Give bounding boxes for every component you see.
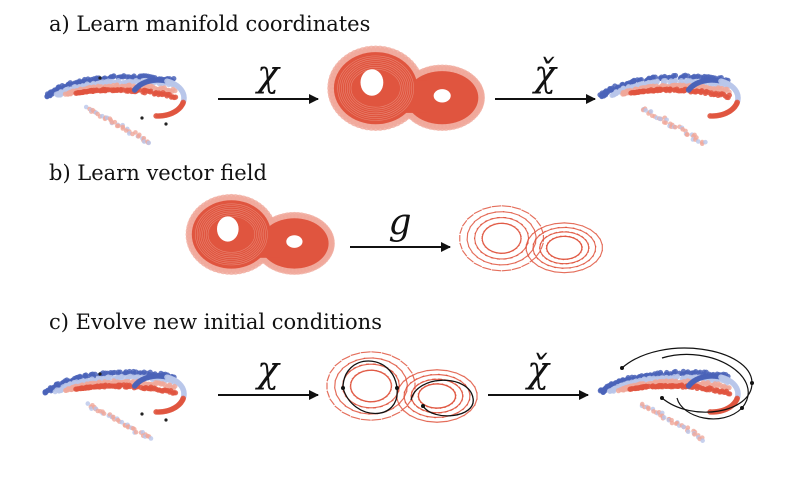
panel-c-title: c) Evolve new initial conditions bbox=[49, 310, 382, 334]
panel-c-decoder-symbol: χ̌ bbox=[524, 350, 551, 391]
panel-a-manifold-left bbox=[44, 73, 187, 146]
panel-b-latent-attractor bbox=[185, 193, 335, 275]
panel-b-title: b) Learn vector field bbox=[49, 161, 267, 185]
panel-b-vector-field bbox=[459, 205, 603, 274]
panel-c-manifold-left bbox=[42, 368, 187, 441]
panel-c-vector-field-with-trajectories bbox=[326, 351, 478, 423]
panel-a-latent-attractor bbox=[327, 45, 485, 131]
panel-a-title: a) Learn manifold coordinates bbox=[49, 12, 371, 36]
panel-c-manifold-right bbox=[597, 347, 754, 443]
panel-b-vector-field-symbol: g bbox=[388, 202, 411, 243]
panel-a-decoder-symbol: χ̌ bbox=[531, 54, 558, 95]
panel-a-encoder-symbol: χ bbox=[254, 54, 281, 95]
panel-a-manifold-right bbox=[597, 72, 741, 147]
panel-c-encoder-symbol: χ bbox=[254, 350, 281, 391]
